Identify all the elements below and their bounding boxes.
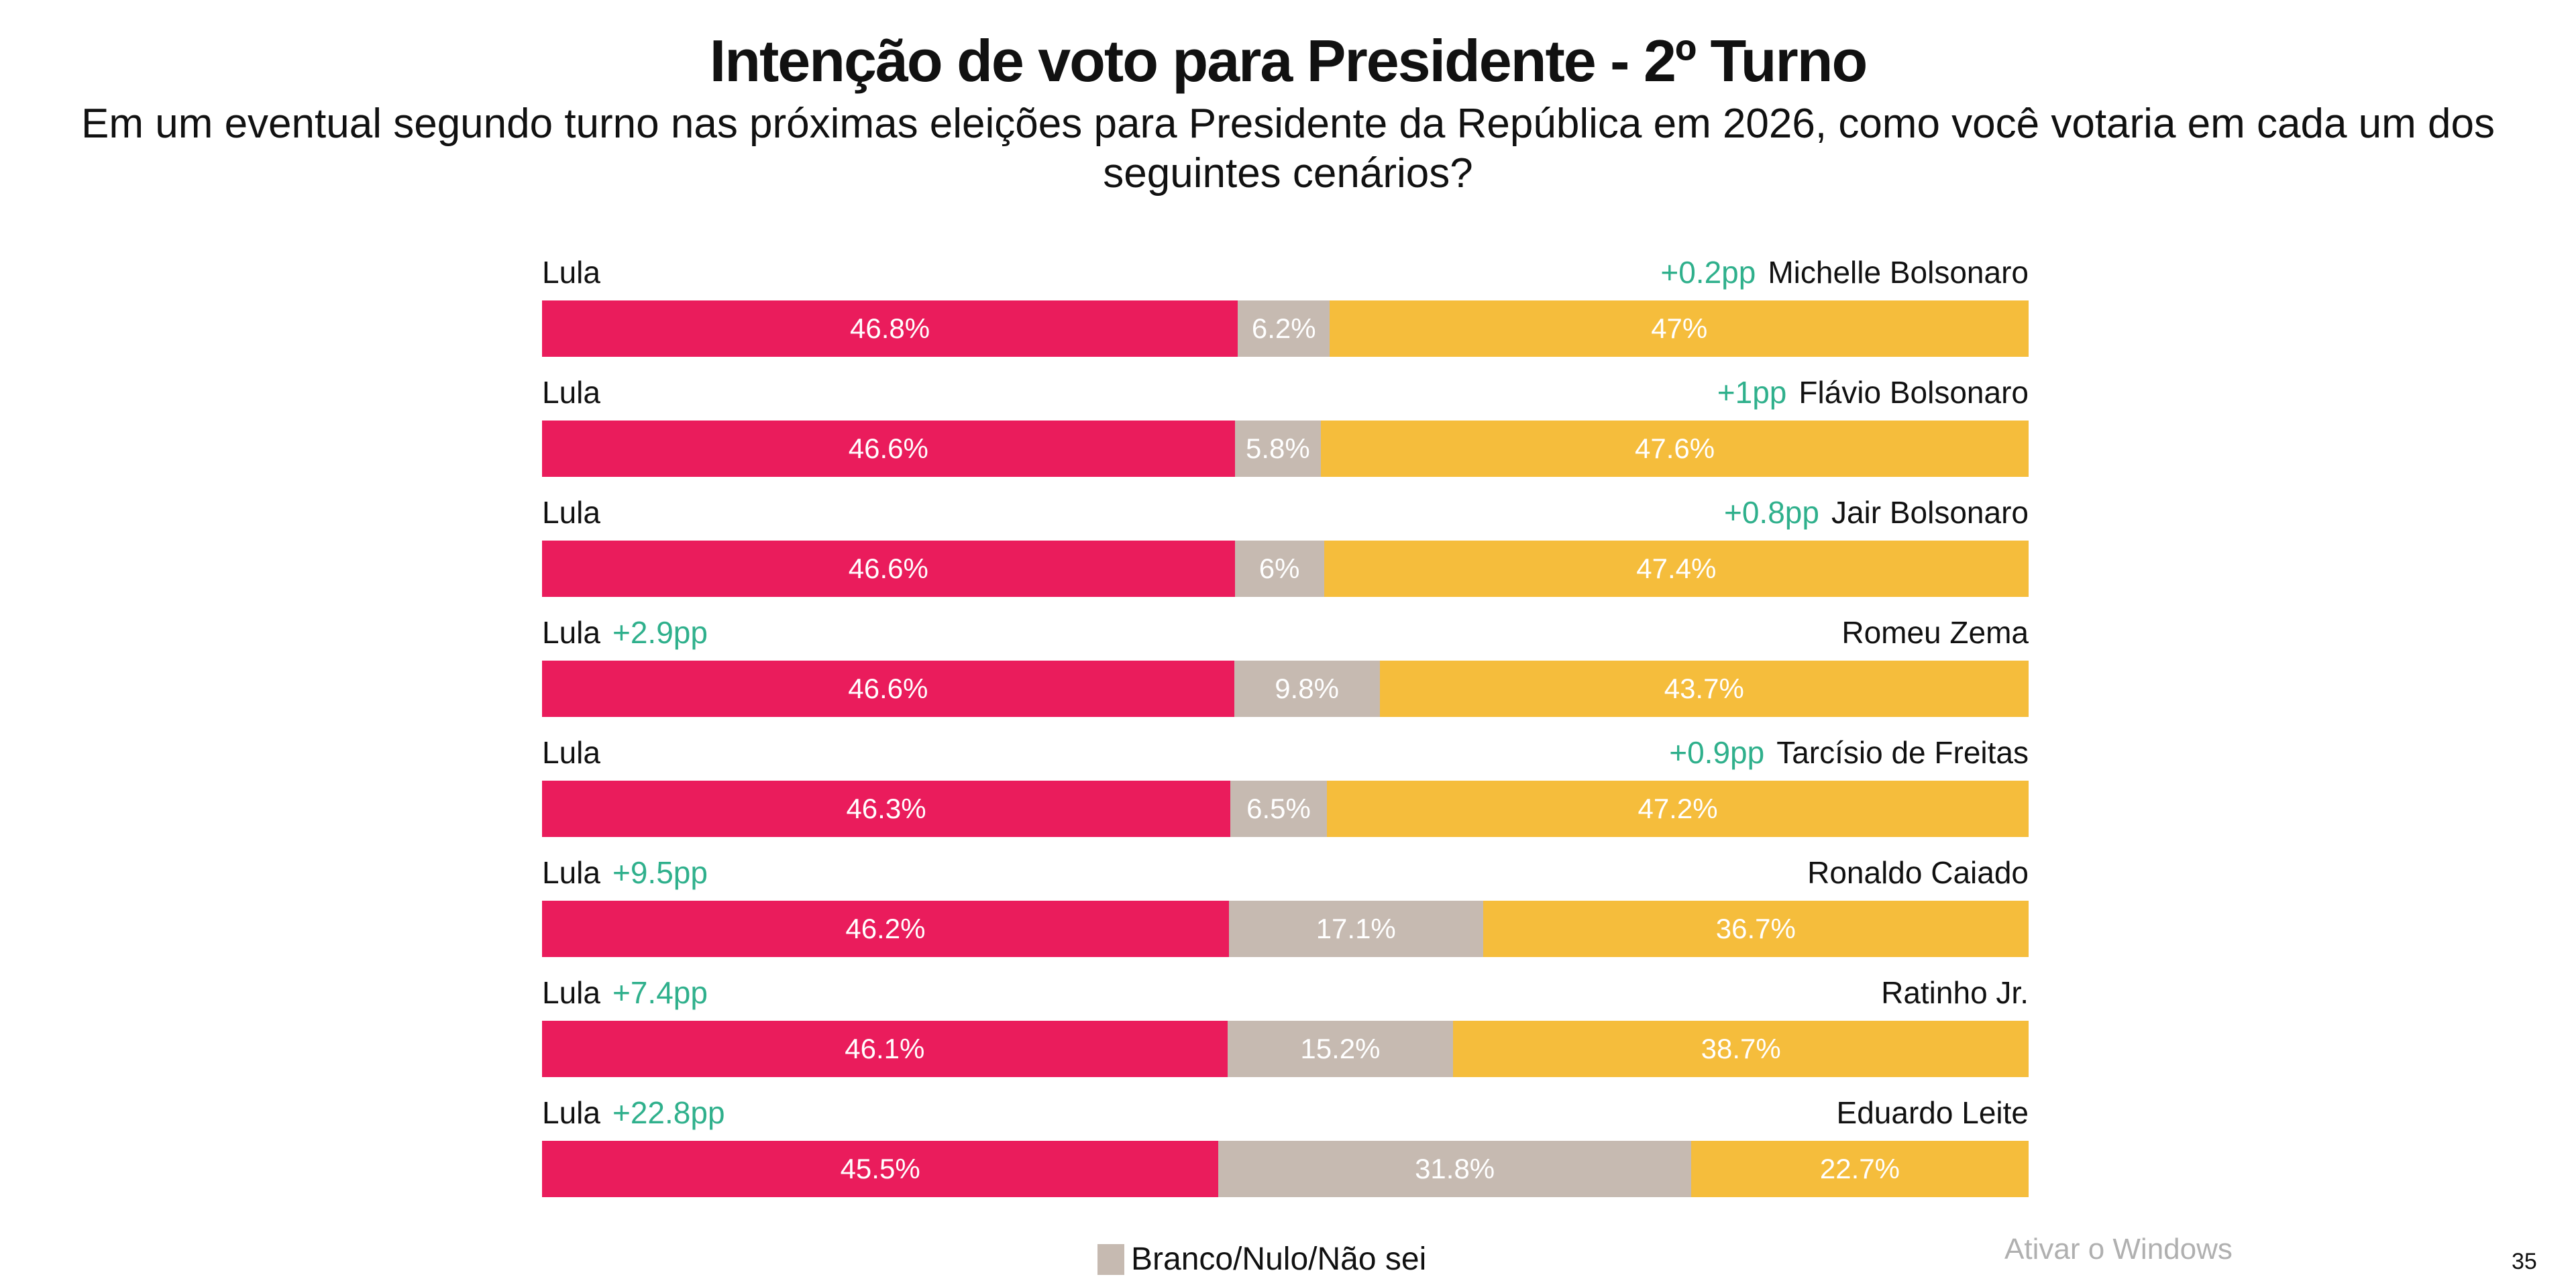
left-candidate-label: Lula [542, 734, 600, 771]
gain-label: +7.4pp [612, 975, 708, 1010]
left-candidate-label: Lula +2.9pp [542, 614, 720, 651]
right-candidate-label: +0.2pp Michelle Bolsonaro [1648, 254, 2029, 291]
right-name: Jair Bolsonaro [1831, 495, 2029, 530]
right-candidate-label: +0.8pp Jair Bolsonaro [1712, 494, 2029, 531]
left-name: Lula [542, 495, 600, 530]
gain-label: +0.2pp [1660, 255, 1756, 290]
gain-label: +22.8pp [612, 1095, 725, 1130]
right-candidate-label: Eduardo Leite [1837, 1094, 2029, 1131]
chart-subtitle: Em um eventual segundo turno nas próxima… [81, 101, 2495, 197]
left-candidate-label: Lula +9.5pp [542, 854, 720, 891]
right-candidate-label: Romeu Zema [1841, 614, 2029, 651]
bar-middle: 17.1% [1228, 901, 1483, 957]
scenario-row: Lula +2.9pp Romeu Zema 46.6% 9.8% 43.7% [542, 614, 2029, 717]
bar-left: 46.8% [542, 300, 1238, 357]
right-candidate-label: Ronaldo Caiado [1807, 854, 2029, 891]
bar-left: 46.6% [542, 421, 1235, 477]
left-name: Lula [542, 735, 600, 770]
bar-right: 47.4% [1324, 541, 2029, 597]
bar-right: 43.7% [1379, 661, 2029, 717]
right-name: Romeu Zema [1841, 615, 2029, 650]
bar-middle: 5.8% [1234, 421, 1322, 477]
right-name: Tarcísio de Freitas [1776, 735, 2029, 770]
left-name: Lula [542, 1095, 600, 1130]
bar-right: 47% [1330, 300, 2029, 357]
scenario-row: Lula +0.2pp Michelle Bolsonaro 46.8% 6.2% 47% [542, 254, 2029, 357]
bar-left: 46.3% [542, 781, 1230, 837]
right-name: Eduardo Leite [1836, 1095, 2029, 1130]
bar-middle: 15.2% [1227, 1021, 1454, 1077]
right-candidate-label: +1pp Flávio Bolsonaro [1705, 374, 2029, 411]
bar-right: 36.7% [1483, 901, 2029, 957]
left-name: Lula [542, 375, 600, 410]
bar-left: 45.5% [542, 1141, 1219, 1197]
scenario-row: Lula +0.9pp Tarcísio de Freitas 46.3% 6.5% 47… [542, 734, 2029, 837]
right-candidate-label: Ratinho Jr. [1881, 974, 2029, 1011]
bar-middle: 9.8% [1234, 661, 1380, 717]
bar-middle: 31.8% [1218, 1141, 1691, 1197]
right-name: Ronaldo Caiado [1807, 855, 2029, 890]
gain-label: +0.8pp [1723, 495, 1819, 530]
scenario-row: Lula +0.8pp Jair Bolsonaro 46.6% 6% 47.4% [542, 494, 2029, 597]
legend: Branco/Nulo/Não sei [1097, 1241, 1426, 1278]
bar-right: 38.7% [1453, 1021, 2029, 1077]
scenario-row: Lula +22.8pp Eduardo Leite 45.5% 31.8% 22.7% [542, 1094, 2029, 1197]
right-candidate-label: +0.9pp Tarcísio de Freitas [1657, 734, 2029, 771]
left-candidate-label: Lula [542, 374, 600, 411]
bar-middle: 6.2% [1238, 300, 1330, 357]
bar-right: 47.2% [1327, 781, 2029, 837]
left-name: Lula [542, 255, 600, 290]
bar-middle: 6% [1234, 541, 1324, 597]
windows-activation-watermark: Ativar o Windows [2004, 1233, 2233, 1266]
bar-middle: 6.5% [1230, 781, 1328, 837]
left-candidate-label: Lula +7.4pp [542, 974, 720, 1011]
left-candidate-label: Lula +22.8pp [542, 1094, 737, 1131]
bar-left: 46.2% [542, 901, 1229, 957]
gain-label: +0.9pp [1669, 735, 1765, 770]
gain-label: +9.5pp [612, 855, 708, 890]
chart-title: Intenção de voto para Presidente - 2º Tu… [709, 27, 1868, 94]
left-candidate-label: Lula [542, 494, 600, 531]
right-name: Ratinho Jr. [1881, 975, 2029, 1010]
legend-label: Branco/Nulo/Não sei [1131, 1241, 1427, 1277]
gain-label: +2.9pp [612, 615, 708, 650]
left-candidate-label: Lula [542, 254, 600, 291]
left-name: Lula [542, 855, 600, 890]
scenario-row: Lula +9.5pp Ronaldo Caiado 46.2% 17.1% 36.7% [542, 854, 2029, 957]
right-name: Flávio Bolsonaro [1799, 375, 2029, 410]
left-name: Lula [542, 615, 600, 650]
bar-left: 46.6% [542, 661, 1234, 717]
bar-right: 22.7% [1690, 1141, 2029, 1197]
scenario-row: Lula +1pp Flávio Bolsonaro 46.6% 5.8% 47.6% [542, 374, 2029, 477]
bar-left: 46.1% [542, 1021, 1228, 1077]
gain-label: +1pp [1717, 375, 1787, 410]
scenario-row: Lula +7.4pp Ratinho Jr. 46.1% 15.2% 38.7% [542, 974, 2029, 1077]
right-name: Michelle Bolsonaro [1768, 255, 2029, 290]
left-name: Lula [542, 975, 600, 1010]
legend-swatch-branco [1097, 1243, 1124, 1275]
page-number: 35 [2512, 1249, 2537, 1274]
stacked-bar-chart: Lula +0.2pp Michelle Bolsonaro 46.8% 6.2% 47%… [542, 0, 2029, 1207]
bar-right: 47.6% [1321, 421, 2029, 477]
bar-left: 46.6% [542, 541, 1235, 597]
